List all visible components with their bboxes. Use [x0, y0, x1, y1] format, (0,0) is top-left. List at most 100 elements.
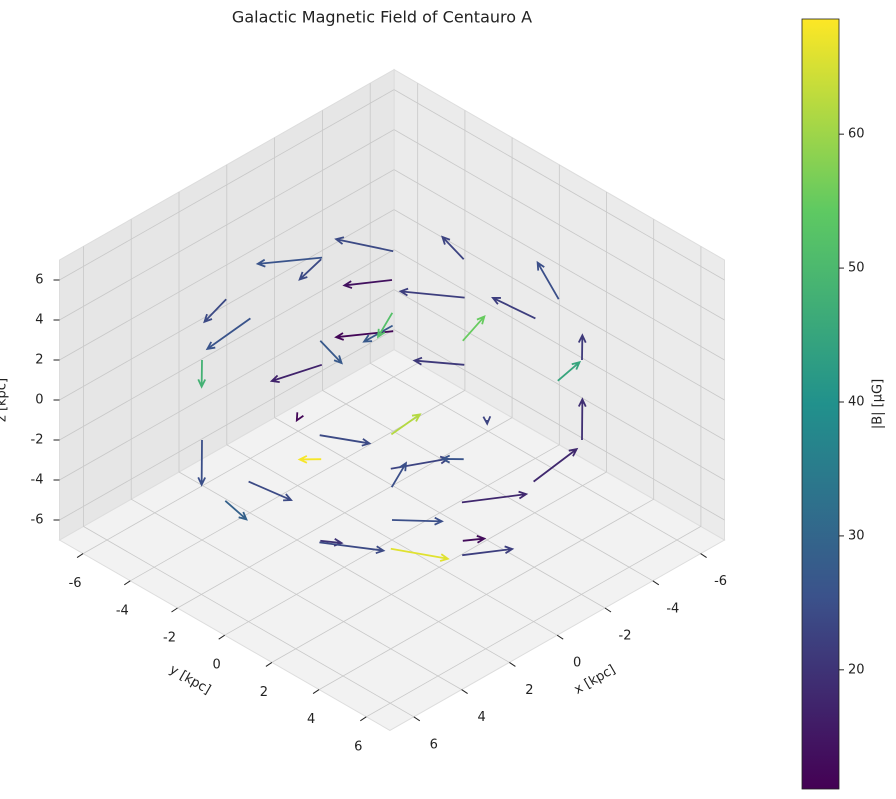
arrow [462, 315, 486, 342]
y-tick [312, 689, 320, 695]
arrow [390, 413, 422, 436]
arrow [295, 412, 304, 423]
grid-line [82, 362, 418, 554]
grid-line [393, 249, 725, 441]
z-tick-label: 4 [35, 313, 43, 328]
arrow [203, 298, 227, 324]
z-tick-label: -4 [31, 473, 44, 488]
x-tick-label: 2 [525, 683, 533, 698]
grid-line [393, 289, 725, 481]
y-tick [76, 553, 84, 559]
x-tick-label: 4 [477, 710, 485, 725]
grid-line [177, 417, 513, 609]
grid-line [366, 526, 702, 718]
z-tick-label: -2 [31, 433, 44, 448]
arrow [440, 454, 464, 464]
arrow [319, 340, 343, 365]
grid-line [59, 129, 395, 321]
x-tick [461, 689, 468, 695]
arrow [462, 545, 515, 557]
arrow [197, 439, 206, 487]
y-tick-label: 0 [213, 658, 221, 673]
colorbar-tick-label: 20 [848, 662, 865, 677]
arrow [269, 363, 323, 384]
z-tick-label: 0 [35, 393, 43, 408]
y-tick-label: -6 [69, 576, 82, 591]
y-tick [265, 661, 273, 667]
arrow [557, 360, 582, 382]
arrow [441, 235, 465, 260]
grid-line [393, 329, 725, 521]
arrow [461, 490, 529, 504]
arrow [319, 434, 372, 447]
grid-line [224, 444, 560, 636]
arrow [334, 236, 394, 253]
grid-line [393, 209, 725, 401]
arrow [412, 356, 465, 366]
arrow [376, 312, 394, 339]
arrow [390, 461, 408, 488]
z-axis-label: z [kpc] [0, 378, 10, 422]
y-tick [171, 607, 178, 613]
y-tick-label: 6 [354, 739, 362, 754]
panes: -6 -4 -2 0 2 4 6 -6 -4 -2 0 2 4 6 -6 -4 -2 0 2 4 6 [31, 68, 727, 754]
arrow [319, 541, 386, 555]
arrow [391, 516, 444, 526]
grid-line [271, 471, 607, 663]
grid-line [393, 89, 725, 281]
arrow [536, 260, 560, 300]
colorbar-tick-label: 50 [848, 261, 865, 276]
x-tick [556, 634, 564, 640]
arrow [205, 317, 251, 351]
grid-line [59, 169, 395, 361]
arrow [390, 547, 450, 562]
x-tick [700, 553, 707, 559]
colorbar [801, 18, 840, 790]
grid-line [393, 169, 725, 361]
y-tick [360, 716, 367, 722]
arrow [482, 415, 492, 426]
grid-line [318, 498, 654, 690]
x-tick [509, 661, 516, 667]
x-tick [604, 607, 612, 613]
colorbar-tick-label: 30 [848, 528, 865, 543]
y-tick-label: 4 [307, 712, 315, 727]
arrow [491, 297, 536, 320]
grid-line [59, 289, 395, 481]
z-tick-label: 6 [35, 273, 43, 288]
arrow [462, 534, 487, 544]
y-axis-label: y [kpc] [167, 662, 213, 697]
arrow [578, 397, 587, 441]
arrow [398, 287, 465, 299]
x-tick-label: -6 [714, 574, 727, 589]
grid-line [59, 249, 395, 441]
y-tick [124, 580, 131, 586]
y-tick [218, 634, 225, 640]
arrow [248, 480, 293, 502]
y-tick-label: 2 [260, 685, 268, 700]
y-tick-label: -4 [116, 603, 129, 618]
colorbar-tick-label: 40 [848, 394, 865, 409]
z-tick-label: 2 [35, 353, 43, 368]
x-tick [413, 716, 421, 722]
colorbar-tick-label: 60 [848, 127, 865, 142]
arrow [197, 359, 207, 389]
arrow [297, 455, 322, 464]
x-tick [652, 580, 660, 586]
arrow [298, 258, 322, 281]
x-tick-label: -2 [619, 629, 632, 644]
x-tick-label: 6 [430, 737, 438, 752]
z-tick-label: -6 [31, 513, 44, 528]
colorbar-label: |B| [μG] [871, 379, 886, 429]
arrow [342, 279, 393, 289]
chart-title: Galactic Magnetic Field of Centauro A [232, 8, 532, 27]
arrows [197, 235, 587, 562]
x-tick-label: 0 [573, 656, 581, 671]
grid-line [59, 89, 395, 281]
arrow [533, 447, 579, 483]
arrow [577, 333, 587, 361]
x-tick-label: -4 [666, 601, 679, 616]
arrow [255, 256, 323, 268]
grid-line [393, 129, 725, 321]
